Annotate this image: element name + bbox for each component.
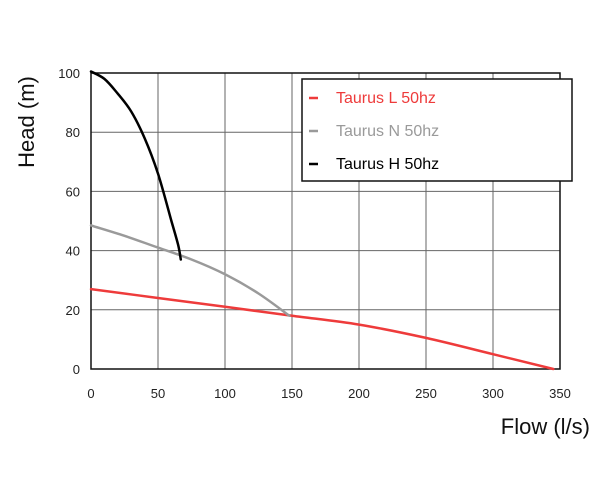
x-tick-label: 300 bbox=[482, 386, 504, 401]
series-line-2 bbox=[89, 70, 183, 261]
plot-frame bbox=[90, 72, 561, 370]
x-tick-label: 250 bbox=[415, 386, 437, 401]
legend-label: Taurus N 50hz bbox=[336, 123, 439, 140]
x-tick-label: 50 bbox=[151, 386, 165, 401]
y-tick-label: 0 bbox=[73, 362, 80, 377]
legend-box bbox=[301, 78, 573, 182]
x-tick-label: 0 bbox=[87, 386, 94, 401]
y-tick-label: 80 bbox=[66, 125, 80, 140]
series-lines bbox=[89, 70, 555, 371]
x-tick-label: 100 bbox=[214, 386, 236, 401]
x-axis-title: Flow (l/s) bbox=[501, 414, 590, 439]
y-tick-label: 100 bbox=[58, 66, 80, 81]
y-axis-title: Head (m) bbox=[14, 76, 39, 168]
y-axis-ticks: 0 20 40 60 80 100 bbox=[58, 66, 80, 377]
series-line-1 bbox=[89, 224, 291, 317]
x-tick-label: 200 bbox=[348, 386, 370, 401]
y-tick-label: 60 bbox=[66, 184, 80, 199]
y-tick-label: 20 bbox=[66, 303, 80, 318]
y-tick-label: 40 bbox=[66, 244, 80, 259]
x-axis-ticks: 0 50 100 150 200 250 300 350 bbox=[87, 386, 570, 401]
x-tick-label: 150 bbox=[281, 386, 303, 401]
series-line-0 bbox=[89, 287, 555, 371]
legend-label: Taurus H 50hz bbox=[336, 156, 439, 173]
legend-label: Taurus L 50hz bbox=[336, 90, 436, 107]
legend: Taurus L 50hz Taurus N 50hz Taurus H 50hz bbox=[301, 78, 573, 182]
x-tick-label: 350 bbox=[549, 386, 571, 401]
